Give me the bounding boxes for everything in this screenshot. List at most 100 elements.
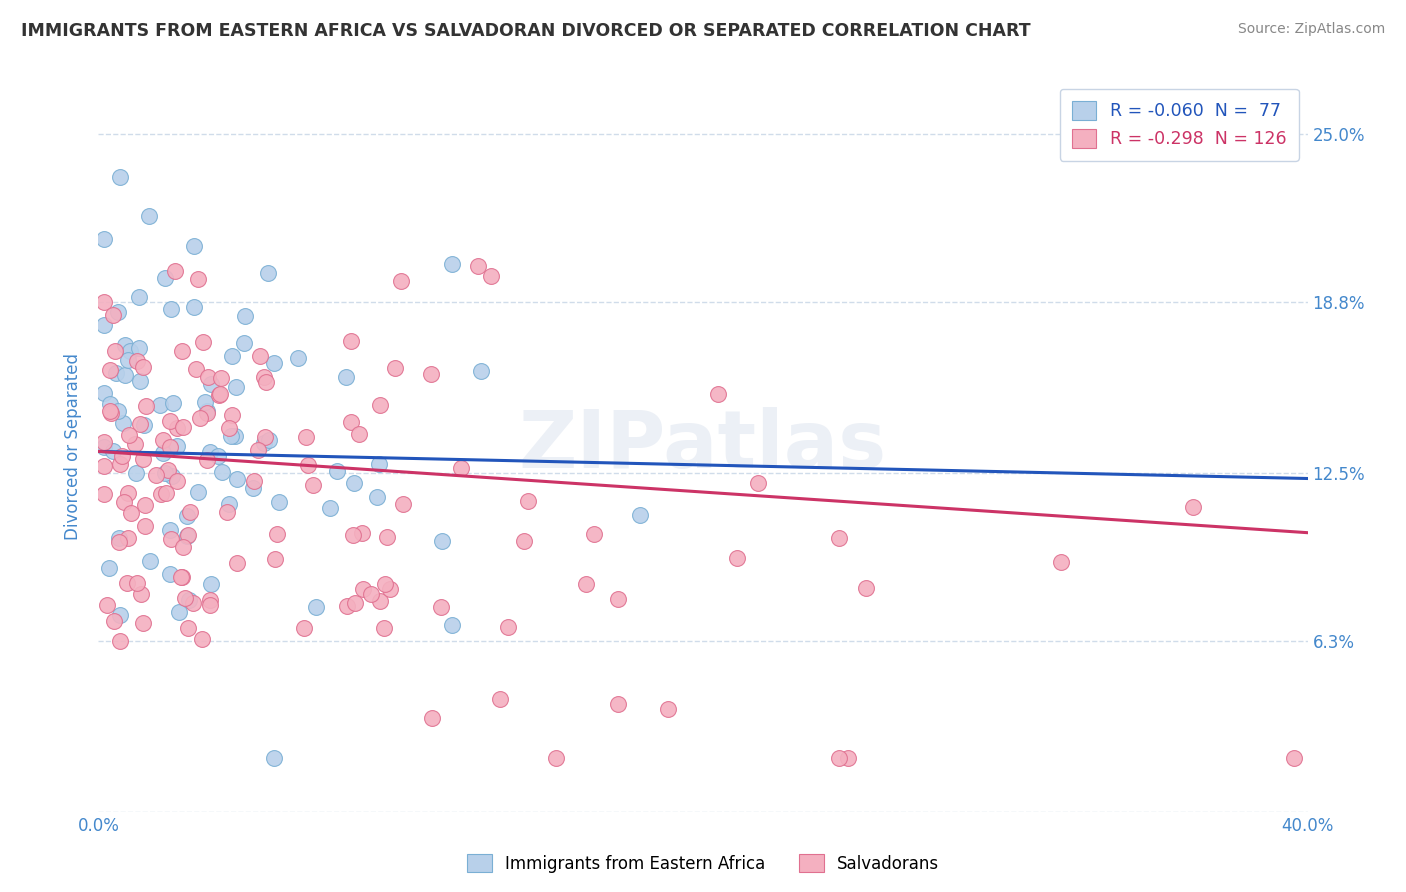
Point: [441, 257, 464, 271]
Point: [104, 343, 127, 358]
Point: [352, 525, 374, 540]
Point: [177, 621, 200, 635]
Point: [208, 388, 231, 402]
Point: [117, 353, 139, 368]
Point: [707, 387, 730, 401]
Point: [108, 535, 131, 549]
Point: [209, 371, 232, 385]
Point: [159, 301, 181, 316]
Point: [98, 363, 121, 377]
Point: [152, 446, 174, 460]
Point: [101, 308, 124, 322]
Point: [197, 406, 219, 420]
Point: [159, 523, 181, 537]
Point: [132, 616, 155, 631]
Point: [828, 750, 851, 764]
Point: [108, 608, 131, 623]
Point: [110, 170, 132, 185]
Point: [135, 399, 157, 413]
Point: [243, 474, 266, 488]
Point: [544, 750, 567, 764]
Point: [111, 416, 134, 430]
Point: [93, 458, 115, 473]
Point: [150, 487, 173, 501]
Point: [343, 475, 366, 490]
Point: [134, 499, 156, 513]
Point: [117, 531, 139, 545]
Point: [224, 429, 246, 443]
Point: [828, 531, 851, 545]
Point: [607, 592, 630, 607]
Point: [188, 411, 211, 425]
Point: [368, 593, 391, 607]
Point: [170, 344, 193, 359]
Point: [134, 519, 156, 533]
Point: [200, 577, 222, 591]
Point: [159, 566, 181, 581]
Point: [335, 370, 357, 384]
Point: [107, 403, 129, 417]
Point: [98, 397, 121, 411]
Point: [336, 599, 359, 614]
Point: [297, 458, 319, 472]
Point: [391, 497, 413, 511]
Point: [247, 442, 270, 457]
Point: [513, 533, 536, 548]
Point: [195, 453, 218, 467]
Point: [217, 505, 239, 519]
Point: [219, 429, 242, 443]
Point: [1284, 750, 1306, 764]
Point: [112, 495, 135, 509]
Point: [181, 596, 204, 610]
Point: [128, 341, 150, 355]
Point: [218, 497, 240, 511]
Point: [301, 478, 323, 492]
Point: [342, 528, 364, 542]
Point: [657, 701, 679, 715]
Point: [183, 300, 205, 314]
Point: [159, 440, 181, 454]
Point: [166, 421, 188, 435]
Point: [108, 458, 131, 472]
Point: [249, 349, 271, 363]
Point: [96, 599, 118, 613]
Point: [575, 577, 598, 591]
Text: Source: ZipAtlas.com: Source: ZipAtlas.com: [1237, 22, 1385, 37]
Point: [167, 605, 190, 619]
Point: [93, 232, 115, 246]
Point: [162, 395, 184, 409]
Point: [368, 398, 391, 412]
Point: [225, 472, 247, 486]
Point: [368, 457, 391, 471]
Point: [153, 270, 176, 285]
Point: [264, 552, 287, 566]
Point: [187, 272, 209, 286]
Point: [211, 465, 233, 479]
Point: [134, 418, 156, 433]
Point: [156, 463, 179, 477]
Point: [115, 576, 138, 591]
Point: [197, 370, 219, 384]
Point: [747, 476, 769, 491]
Point: [233, 309, 256, 323]
Point: [366, 491, 388, 505]
Point: [225, 380, 247, 394]
Point: [628, 508, 651, 522]
Point: [200, 377, 222, 392]
Point: [129, 374, 152, 388]
Point: [184, 362, 207, 376]
Point: [187, 484, 209, 499]
Point: [479, 268, 502, 283]
Point: [254, 429, 277, 443]
Point: [152, 433, 174, 447]
Point: [120, 343, 142, 358]
Point: [352, 582, 374, 596]
Point: [117, 486, 139, 500]
Point: [378, 582, 401, 597]
Point: [429, 600, 451, 615]
Point: [125, 467, 148, 481]
Legend: R = -0.060  N =  77, R = -0.298  N = 126: R = -0.060 N = 77, R = -0.298 N = 126: [1060, 89, 1299, 161]
Point: [360, 587, 382, 601]
Point: [253, 435, 276, 450]
Point: [221, 408, 243, 422]
